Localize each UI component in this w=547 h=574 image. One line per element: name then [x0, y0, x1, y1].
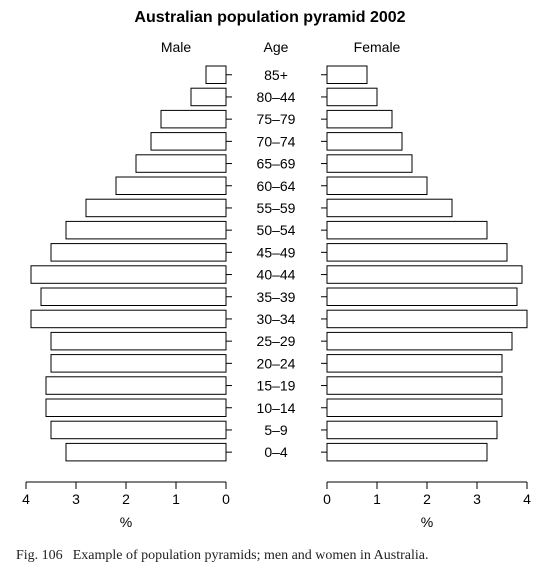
female-bar-5–9 — [326, 420, 498, 440]
male-bar-65–69 — [135, 154, 227, 173]
age-group-label: 60–64 — [257, 178, 296, 194]
age-group-label: 15–19 — [257, 378, 296, 394]
male-bar-70–74 — [150, 132, 227, 151]
male-bar-25–29 — [50, 331, 227, 351]
male-bar-55–59 — [85, 198, 227, 218]
age-group-label: 5–9 — [264, 422, 288, 438]
female-bar-65–69 — [326, 154, 413, 173]
female-x-tick-label: 1 — [373, 491, 381, 507]
male-bar-50–54 — [65, 220, 227, 240]
female-bar-45–49 — [326, 243, 508, 262]
male-x-tick-label: 1 — [172, 491, 180, 507]
female-x-tick-label: 3 — [473, 491, 481, 507]
figure-caption: Fig. 106 Example of population pyramids; … — [16, 548, 428, 564]
female-x-tick-label: 2 — [423, 491, 431, 507]
female-bar-50–54 — [326, 220, 488, 240]
age-group-label: 70–74 — [257, 133, 296, 149]
male-x-tick-label: 3 — [72, 491, 80, 507]
age-group-label: 25–29 — [257, 333, 296, 349]
male-bar-75–79 — [160, 109, 227, 129]
male-bar-10–14 — [45, 398, 227, 417]
age-group-label: 65–69 — [257, 156, 296, 172]
age-group-label: 30–34 — [257, 311, 296, 327]
female-series-label: Female — [354, 39, 401, 55]
female-bar-75–79 — [326, 109, 393, 129]
female-bar-85+ — [326, 65, 368, 84]
figure-number: Fig. 106 — [16, 548, 63, 563]
male-bar-30–34 — [30, 309, 227, 329]
female-bar-55–59 — [326, 198, 453, 218]
female-bar-30–34 — [326, 309, 528, 329]
chart-title: Australian population pyramid 2002 — [134, 9, 405, 26]
male-series-label: Male — [161, 39, 192, 55]
female-bar-15–19 — [326, 376, 503, 395]
male-bar-85+ — [205, 65, 227, 84]
age-group-label: 85+ — [264, 67, 288, 83]
male-x-tick-label: 0 — [222, 491, 230, 507]
male-x-tick-label: 2 — [122, 491, 130, 507]
male-x-tick-label: 4 — [22, 491, 30, 507]
female-bar-70–74 — [326, 132, 403, 151]
male-bar-5–9 — [50, 420, 227, 440]
age-group-label: 45–49 — [257, 244, 296, 260]
age-group-label: 75–79 — [257, 111, 296, 127]
age-group-label: 55–59 — [257, 200, 296, 216]
female-bar-60–64 — [326, 176, 428, 195]
male-bar-0–4 — [65, 442, 227, 462]
male-bar-15–19 — [45, 376, 227, 395]
female-bar-35–39 — [326, 287, 518, 306]
female-bar-0–4 — [326, 442, 488, 462]
female-x-tick-label: 0 — [323, 491, 331, 507]
female-bar-20–24 — [326, 354, 503, 373]
age-column-label: Age — [264, 39, 289, 55]
female-x-tick-label: 4 — [523, 491, 531, 507]
female-bar-25–29 — [326, 331, 513, 351]
age-group-label: 35–39 — [257, 289, 296, 305]
female-bar-10–14 — [326, 398, 503, 417]
male-bar-80–44 — [190, 87, 227, 107]
male-x-axis-label: % — [120, 514, 132, 530]
axes-group: 85+80–4475–7970–7465–6960–6455–5950–5445… — [22, 67, 531, 507]
age-group-label: 10–14 — [257, 400, 296, 416]
female-bar-80–44 — [326, 87, 378, 107]
female-bar-40–44 — [326, 265, 523, 284]
male-bar-35–39 — [40, 287, 227, 306]
age-group-label: 0–4 — [264, 444, 288, 460]
age-group-label: 20–24 — [257, 355, 296, 371]
figure-caption-text: Example of population pyramids; men and … — [72, 548, 429, 563]
age-group-label: 80–44 — [257, 89, 296, 105]
age-group-label: 40–44 — [257, 267, 296, 283]
male-bar-45–49 — [50, 243, 227, 262]
male-bar-20–24 — [50, 354, 227, 373]
male-bar-60–64 — [115, 176, 227, 195]
female-x-axis-label: % — [421, 514, 433, 530]
age-group-label: 50–54 — [257, 222, 296, 238]
male-bar-40–44 — [30, 265, 227, 284]
